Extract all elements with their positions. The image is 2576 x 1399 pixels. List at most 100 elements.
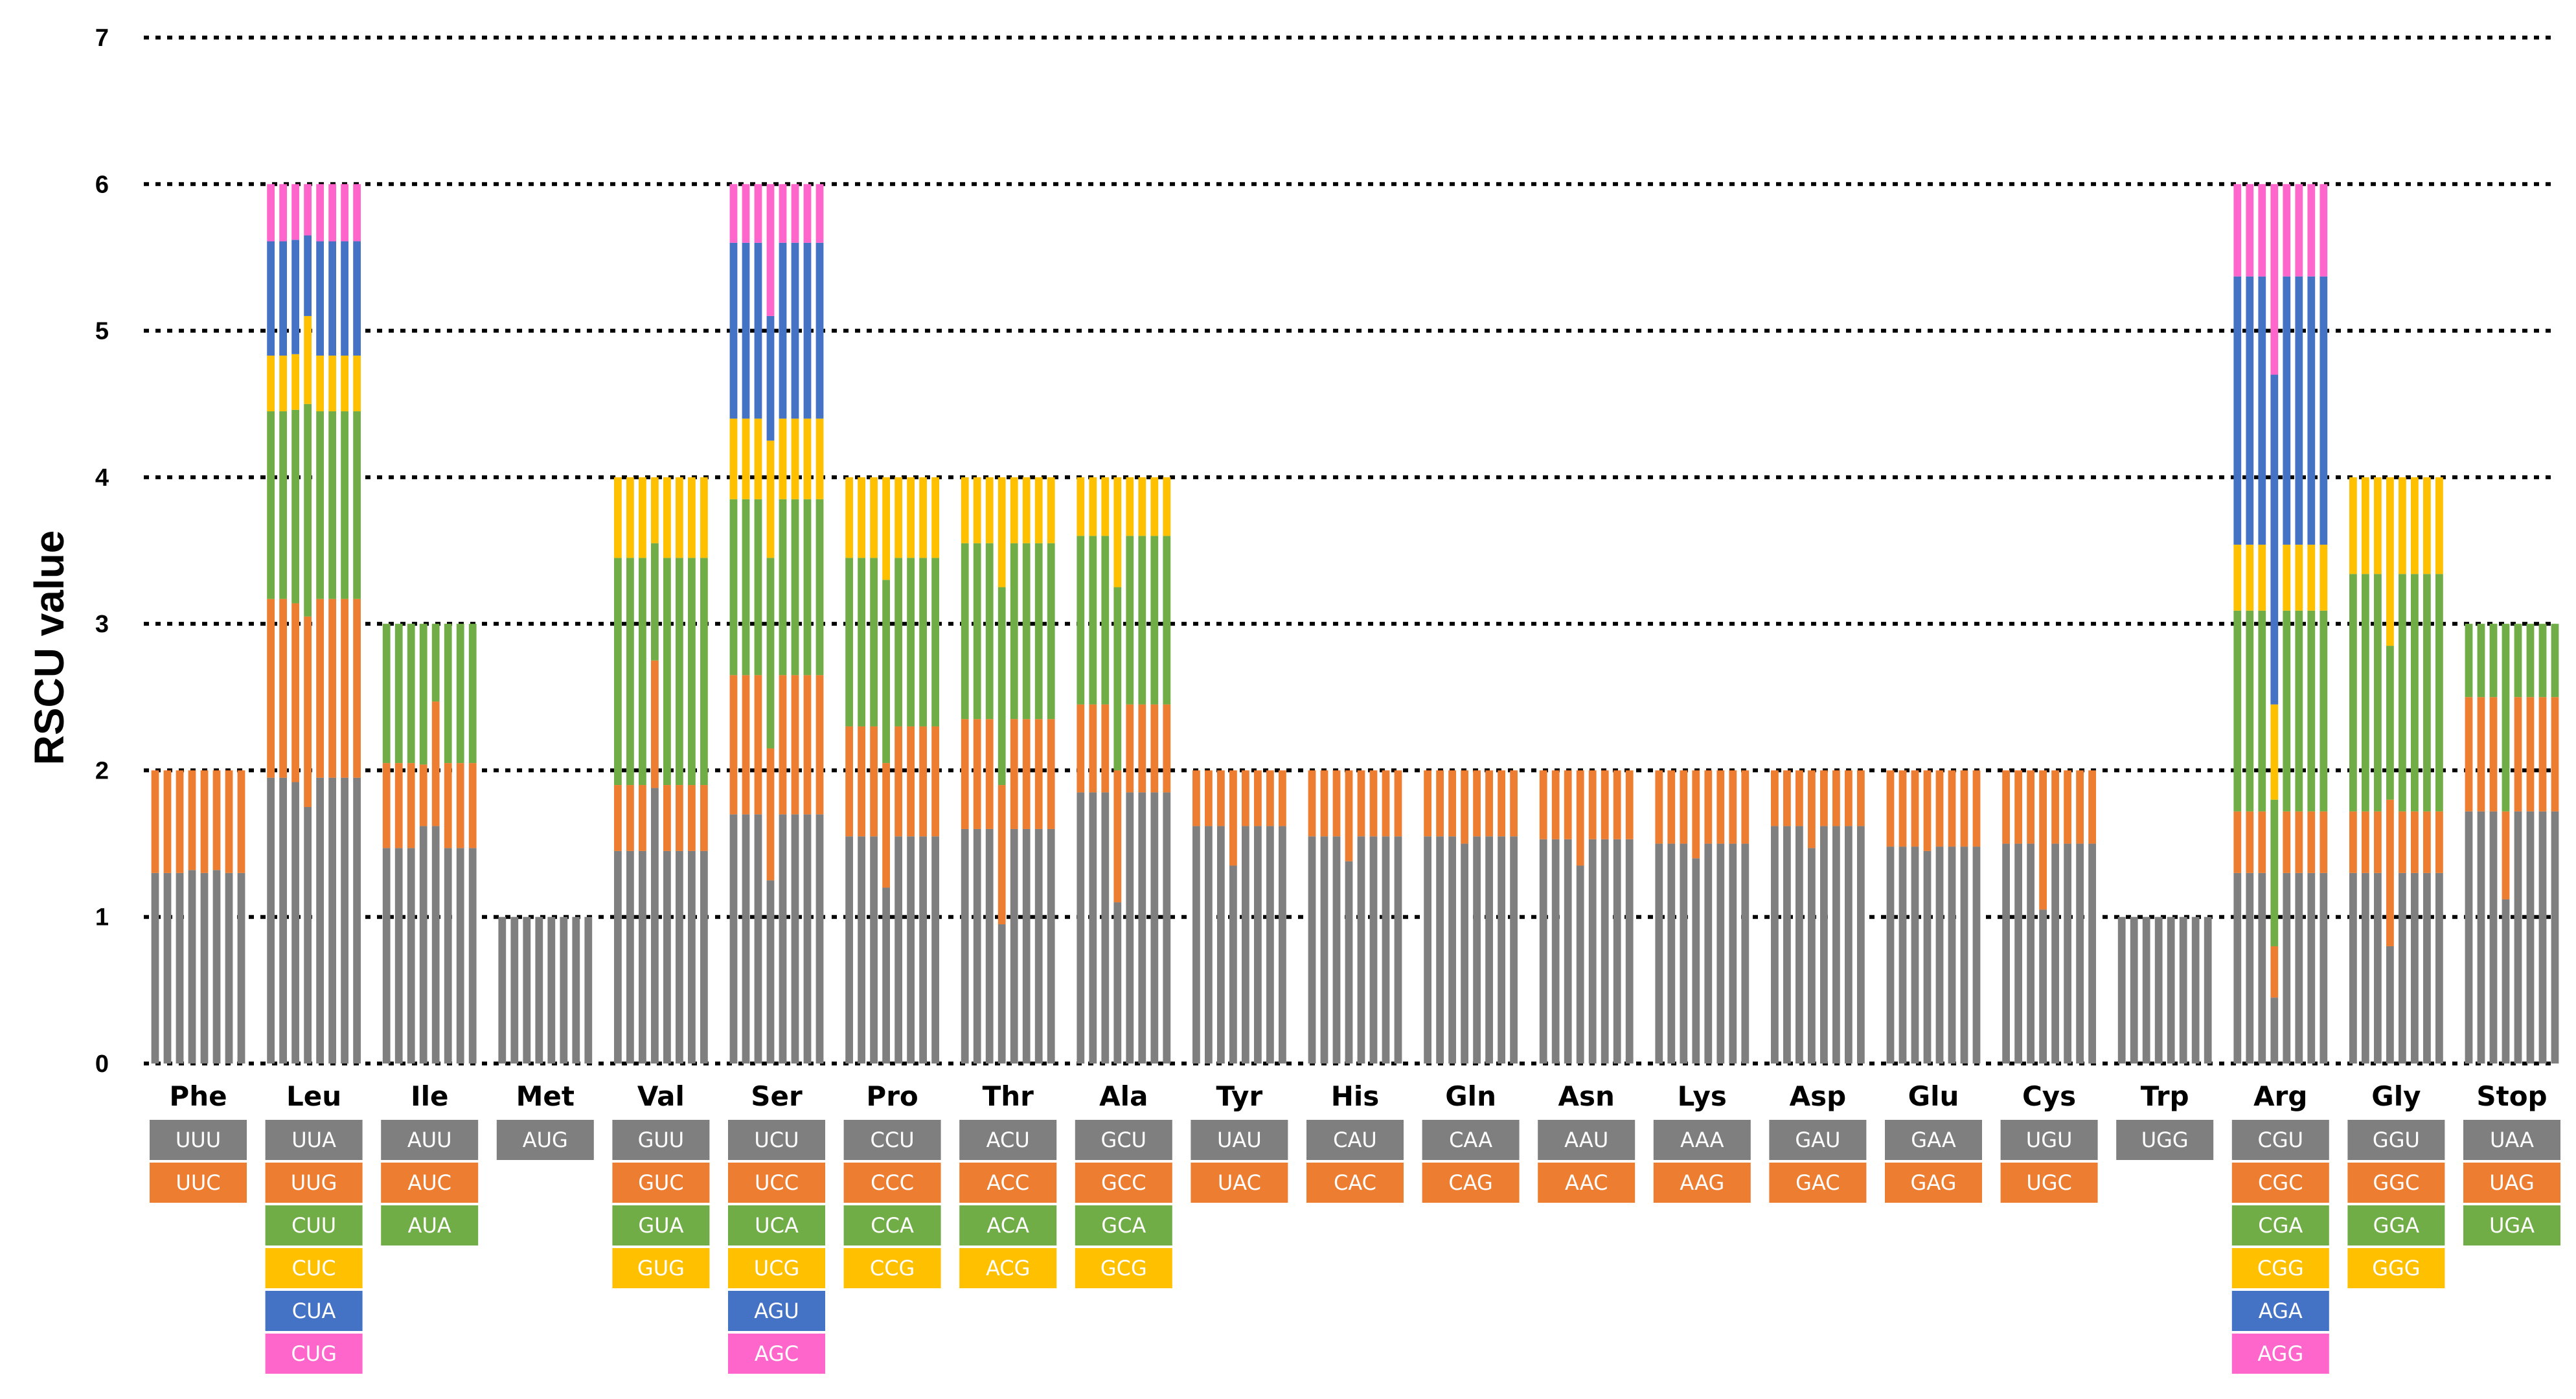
bar-segment-uga [2551, 624, 2559, 698]
bar-segment-cua [353, 241, 361, 356]
bar-group-stop [2465, 624, 2559, 1063]
bar-segment-uau [1266, 826, 1274, 1063]
bar-segment-acu [1034, 828, 1043, 1063]
bar-segment-uca [766, 558, 775, 749]
bar-segment-cgu [2283, 872, 2291, 1063]
bar-segment-ccu [907, 836, 915, 1063]
bar-segment-aca [1047, 543, 1055, 720]
bar-segment-cca [882, 580, 890, 764]
codon-label: CGU [2258, 1128, 2304, 1152]
bar-group-pro [845, 477, 939, 1063]
bar-segment-uca [779, 499, 787, 676]
bar-segment-ucg [815, 418, 824, 499]
bar-group-ser [729, 184, 824, 1063]
x-tick-label: Ile [411, 1080, 449, 1112]
bar-segment-uuu [212, 870, 221, 1063]
bar-segment-gcg [1089, 477, 1097, 536]
codon-box: UUG [265, 1163, 363, 1203]
bar-segment-ggc [2362, 811, 2369, 873]
bar-segment-uua [341, 777, 348, 1063]
bar-segment-cug [328, 184, 336, 242]
bar-segment-gua [639, 558, 646, 786]
bar-segment-uac [1229, 770, 1237, 866]
bar-segment-ggg [2362, 477, 2369, 574]
codon-box-fill [728, 1291, 825, 1331]
bar-segment-gga [2423, 574, 2431, 812]
bar-segment-agg [2307, 184, 2316, 277]
codon-box: CUC [265, 1248, 363, 1288]
bar-segment-aag [1655, 770, 1663, 844]
codon-box: AGC [728, 1334, 825, 1374]
x-tick-label: Ala [1099, 1080, 1148, 1112]
bar-segment-gcc [1163, 704, 1171, 793]
codon-legend: UUU UUC UUA UUG CUU CUC CUA CUG AUU AUC AUA AUG GUU G… [150, 1120, 2560, 1374]
codon-label: GUU [638, 1128, 685, 1152]
y-tick-label: 2 [95, 757, 109, 784]
bar-segment-uuu [163, 872, 172, 1063]
bar-segment-agg [2320, 184, 2328, 277]
bar-segment-ugg [2142, 916, 2150, 1063]
x-tick-label: Asn [1558, 1080, 1614, 1112]
bar-segment-agc [742, 184, 750, 243]
bar-segment-cgg [2233, 544, 2242, 611]
codon-box: UGA [2463, 1205, 2560, 1245]
codon-box: CCA [843, 1205, 941, 1245]
bar-segment-cuc [267, 356, 275, 412]
codon-label: GCA [1101, 1213, 1146, 1238]
bar-segment-ggg [2386, 477, 2394, 646]
codon-box: GGA [2347, 1205, 2445, 1245]
codon-box-fill [959, 1248, 1057, 1288]
y-tick-label: 3 [95, 611, 109, 638]
bar-segment-acc [997, 785, 1006, 925]
bar-segment-ugc [2064, 770, 2071, 844]
bar-segment-ugg [2204, 916, 2212, 1063]
bar-group-arg [2233, 184, 2328, 1063]
bar-segment-cau [1357, 836, 1365, 1063]
bar-segment-acg [961, 477, 969, 543]
x-tick-label: Leu [286, 1080, 341, 1112]
bar-segment-cau [1332, 836, 1341, 1063]
bar-segment-auc [407, 763, 415, 848]
x-tick-label: Gly [2371, 1080, 2421, 1112]
bar-segment-ccc [858, 726, 865, 837]
bar-segment-gac [1795, 770, 1803, 826]
bar-segment-gcc [1101, 704, 1110, 793]
bar-segment-uca [729, 499, 738, 676]
bar-group-phe [151, 770, 245, 1063]
bar-segment-caa [1436, 836, 1444, 1063]
codon-box: AGU [728, 1291, 825, 1331]
bar-segment-cua [279, 241, 287, 356]
bar-segment-gua [626, 558, 634, 786]
bar-segment-cgu [2258, 872, 2266, 1063]
bar-segment-guc [700, 785, 708, 851]
codon-box-fill [265, 1120, 363, 1160]
bar-segment-gcu [1101, 792, 1110, 1063]
codon-label: CUG [291, 1341, 337, 1366]
bar-segment-acg [1010, 477, 1018, 543]
bar-segment-cgg [2258, 544, 2266, 611]
bar-segment-gcg [1138, 477, 1146, 536]
bar-segment-uaa [2551, 811, 2559, 1063]
bar-segment-auc [468, 763, 477, 848]
bar-segment-uua [267, 777, 275, 1063]
bar-segment-uac [1217, 770, 1225, 826]
bar-segment-cag [1485, 770, 1493, 837]
codon-label: UCU [754, 1128, 799, 1152]
codon-label: GCU [1101, 1128, 1147, 1152]
bar-segment-aag [1704, 770, 1713, 844]
codon-box-fill [843, 1205, 941, 1245]
bar-segment-uca [742, 499, 750, 676]
x-tick-label: Tyr [1216, 1080, 1263, 1112]
codon-box: AUA [381, 1205, 479, 1245]
bar-segment-aag [1667, 770, 1676, 844]
bar-segment-ggu [2362, 872, 2369, 1063]
bar-segment-cgg [2307, 544, 2316, 611]
codon-label: UUG [291, 1170, 337, 1195]
bar-segment-aca [985, 543, 994, 720]
bar-segment-uca [791, 499, 799, 676]
bar-segment-uua [353, 777, 361, 1063]
bar-segment-auc [382, 763, 391, 848]
codon-box: UAC [1191, 1163, 1288, 1203]
bar-segment-ggu [2423, 872, 2431, 1063]
bar-segment-gga [2386, 646, 2394, 800]
